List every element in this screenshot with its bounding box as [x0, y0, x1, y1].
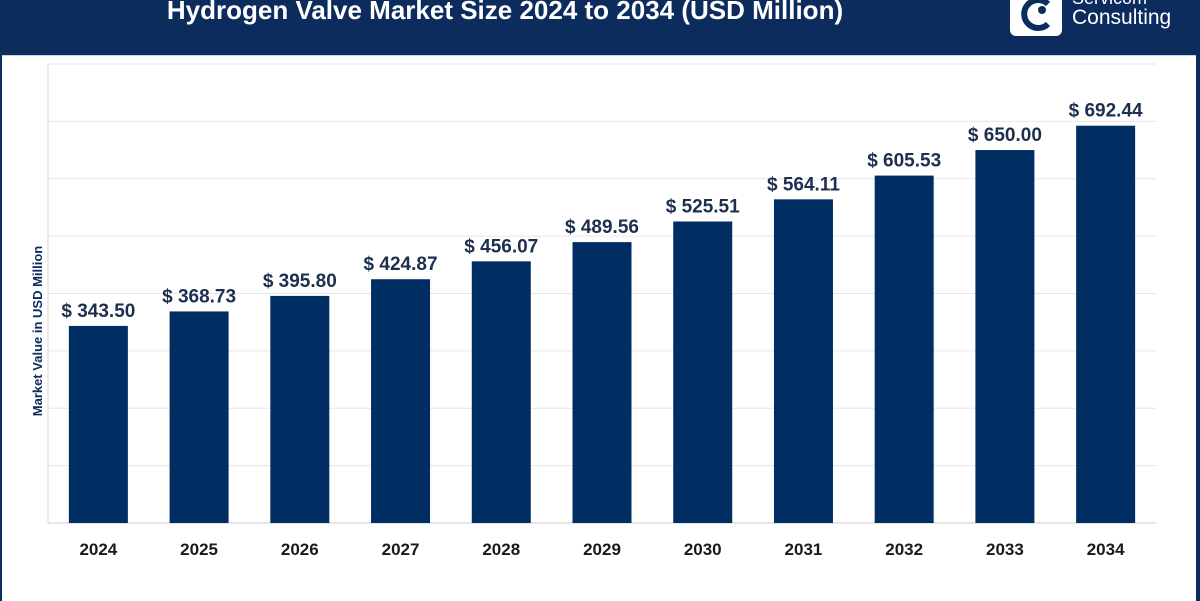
chart-header: Hydrogen Valve Market Size 2024 to 2034 … [0, 0, 1200, 56]
x-tick-2025: 2025 [180, 540, 218, 559]
x-tick-2027: 2027 [382, 540, 420, 559]
bar-2027 [371, 279, 431, 523]
grid-lines [48, 63, 1156, 467]
data-label-2026: $ 395.80 [263, 271, 337, 292]
x-tick-2024: 2024 [79, 540, 117, 559]
data-label-2032: $ 605.53 [867, 151, 941, 172]
x-tick-2031: 2031 [785, 540, 823, 559]
x-tick-2034: 2034 [1087, 540, 1125, 559]
data-label-2034: $ 692.44 [1069, 101, 1143, 122]
data-label-2024: $ 343.50 [61, 301, 135, 322]
logo-text-line1: Servicom [1072, 0, 1147, 8]
y-axis-label: Market Value in USD Million [30, 246, 45, 417]
data-label-2027: $ 424.87 [364, 254, 438, 275]
x-tick-2032: 2032 [885, 540, 923, 559]
bar-2025 [169, 311, 229, 523]
x-tick-2029: 2029 [583, 540, 621, 559]
data-labels: $ 343.50 $ 368.73 $ 395.80 $ 424.87 $ 456.07… [61, 101, 1143, 322]
logo-text-line2: Consulting [1072, 6, 1172, 29]
x-tick-2030: 2030 [684, 540, 722, 559]
logo-mark-icon [1010, 0, 1062, 36]
bar-2030 [673, 221, 733, 523]
bar-chart: $ 343.50 $ 368.73 $ 395.80 $ 424.87 $ 456.07… [30, 63, 1156, 559]
data-label-2033: $ 650.00 [968, 125, 1042, 146]
bar-2034 [1076, 125, 1136, 523]
chart-panel: $ 343.50 $ 368.73 $ 395.80 $ 424.87 $ 456.07… [2, 55, 1196, 601]
data-label-2028: $ 456.07 [464, 236, 538, 257]
x-tick-2033: 2033 [986, 540, 1024, 559]
data-label-2029: $ 489.56 [565, 217, 639, 238]
chart-title: Hydrogen Valve Market Size 2024 to 2034 … [166, 0, 844, 25]
bars [68, 125, 1136, 524]
bar-2028 [471, 261, 531, 523]
bar-2032 [874, 175, 934, 524]
bar-2033 [975, 150, 1035, 523]
bar-2029 [572, 242, 632, 524]
bar-2026 [270, 295, 330, 523]
data-label-2025: $ 368.73 [162, 286, 236, 307]
x-tick-2028: 2028 [482, 540, 520, 559]
x-tick-2026: 2026 [281, 540, 319, 559]
company-logo: Servicom Consulting [1010, 0, 1200, 38]
bar-2031 [773, 199, 833, 523]
bar-2024 [68, 325, 128, 523]
x-tick-labels: 2024 2025 2026 2027 2028 2029 2030 2031 2032 2033… [79, 540, 1125, 559]
data-label-2030: $ 525.51 [666, 196, 740, 217]
data-label-2031: $ 564.11 [767, 174, 840, 195]
